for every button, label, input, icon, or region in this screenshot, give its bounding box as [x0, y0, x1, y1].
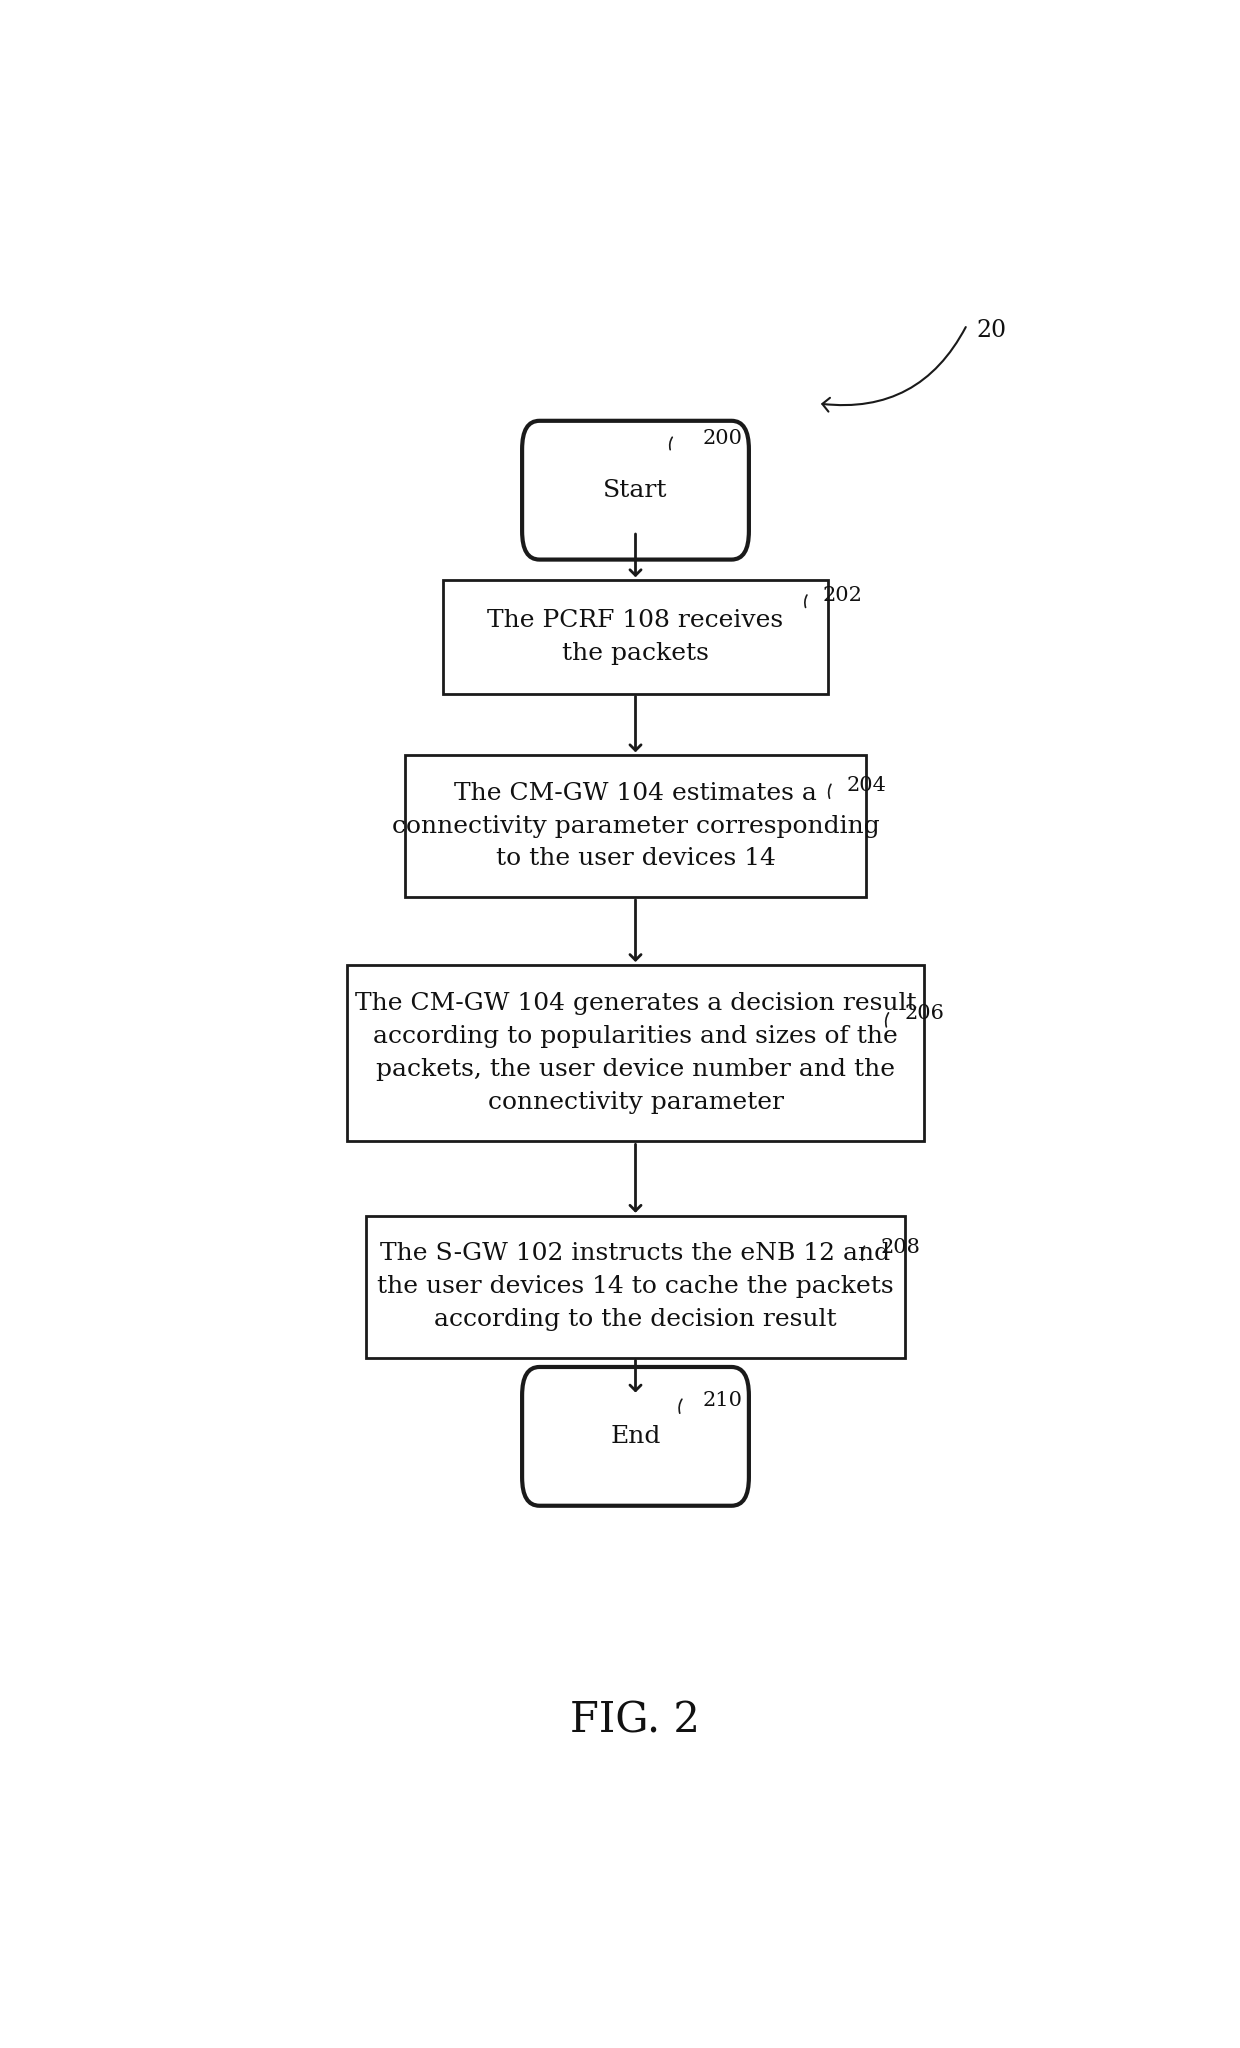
Text: 204: 204	[847, 776, 887, 795]
Text: End: End	[610, 1425, 661, 1448]
Bar	[347, 965, 924, 1141]
Text: 200: 200	[703, 428, 743, 449]
Text: The CM-GW 104 estimates a
connectivity parameter corresponding
to the user devic: The CM-GW 104 estimates a connectivity p…	[392, 782, 879, 870]
Text: The CM-GW 104 generates a decision result
according to popularities and sizes of: The CM-GW 104 generates a decision resul…	[355, 993, 916, 1114]
Text: The PCRF 108 receives
the packets: The PCRF 108 receives the packets	[487, 608, 784, 666]
Bar	[404, 756, 866, 897]
Text: Start: Start	[603, 479, 668, 502]
Text: 202: 202	[823, 586, 863, 606]
Bar	[444, 580, 828, 694]
Bar	[367, 1217, 905, 1358]
Text: 210: 210	[703, 1391, 743, 1409]
Text: 208: 208	[880, 1237, 920, 1257]
Text: FIG. 2: FIG. 2	[570, 1700, 701, 1741]
FancyBboxPatch shape	[522, 1366, 749, 1505]
Text: 20: 20	[977, 319, 1007, 342]
Text: 206: 206	[905, 1004, 945, 1024]
Text: The S-GW 102 instructs the eNB 12 and
the user devices 14 to cache the packets
a: The S-GW 102 instructs the eNB 12 and th…	[377, 1243, 894, 1331]
FancyBboxPatch shape	[522, 420, 749, 559]
